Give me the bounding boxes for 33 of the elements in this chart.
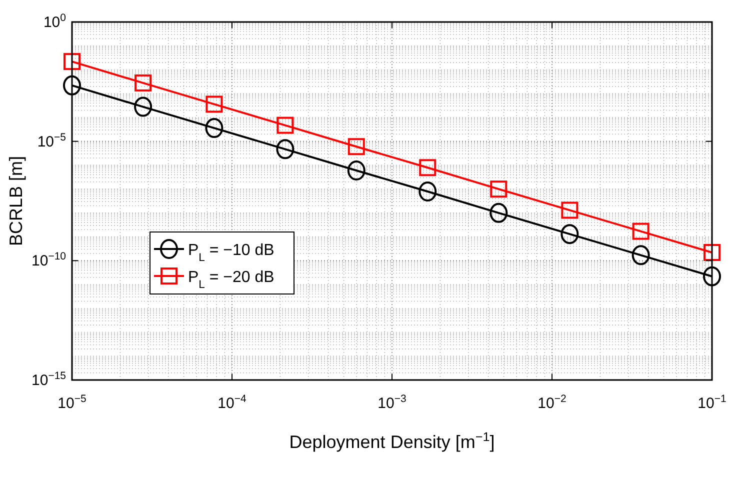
point <box>276 139 294 160</box>
y-tick-label: 10$^{−5}$ <box>37 131 66 150</box>
x-axis-title: Deployment Density [m$^{−1}$] <box>289 430 495 452</box>
point <box>206 96 223 113</box>
y-axis-title: BCRLB [m] <box>6 156 26 246</box>
y-tick-label: 10$^{−15}$ <box>32 370 66 389</box>
point <box>347 160 366 180</box>
y-tick-label: 10$^{0}$ <box>43 12 66 31</box>
point <box>418 182 437 202</box>
point <box>704 244 720 261</box>
point <box>348 138 365 156</box>
legend-label: P$_{L}$ = −10 dB <box>188 242 274 264</box>
x-tick-label: 10$^{−5}$ <box>58 393 86 412</box>
point <box>703 266 721 286</box>
point <box>490 202 508 223</box>
point <box>276 116 294 134</box>
x-tick-label: 10$^{−1}$ <box>698 393 726 412</box>
y-tick-label: 10$^{−10}$ <box>32 250 66 270</box>
point <box>490 180 508 198</box>
point <box>632 222 650 240</box>
x-tick-label: 10$^{−4}$ <box>218 393 246 412</box>
point <box>205 118 224 138</box>
point <box>64 53 80 70</box>
point <box>63 75 81 96</box>
point <box>134 74 152 92</box>
point <box>560 224 579 244</box>
legend-label: P$_{L}$ = −20 dB <box>188 269 274 291</box>
point <box>561 202 578 219</box>
point <box>134 96 152 117</box>
x-tick-label: 10$^{−3}$ <box>378 393 406 412</box>
point <box>632 245 650 266</box>
x-tick-label: 10$^{−2}$ <box>538 393 566 412</box>
point <box>419 159 436 176</box>
